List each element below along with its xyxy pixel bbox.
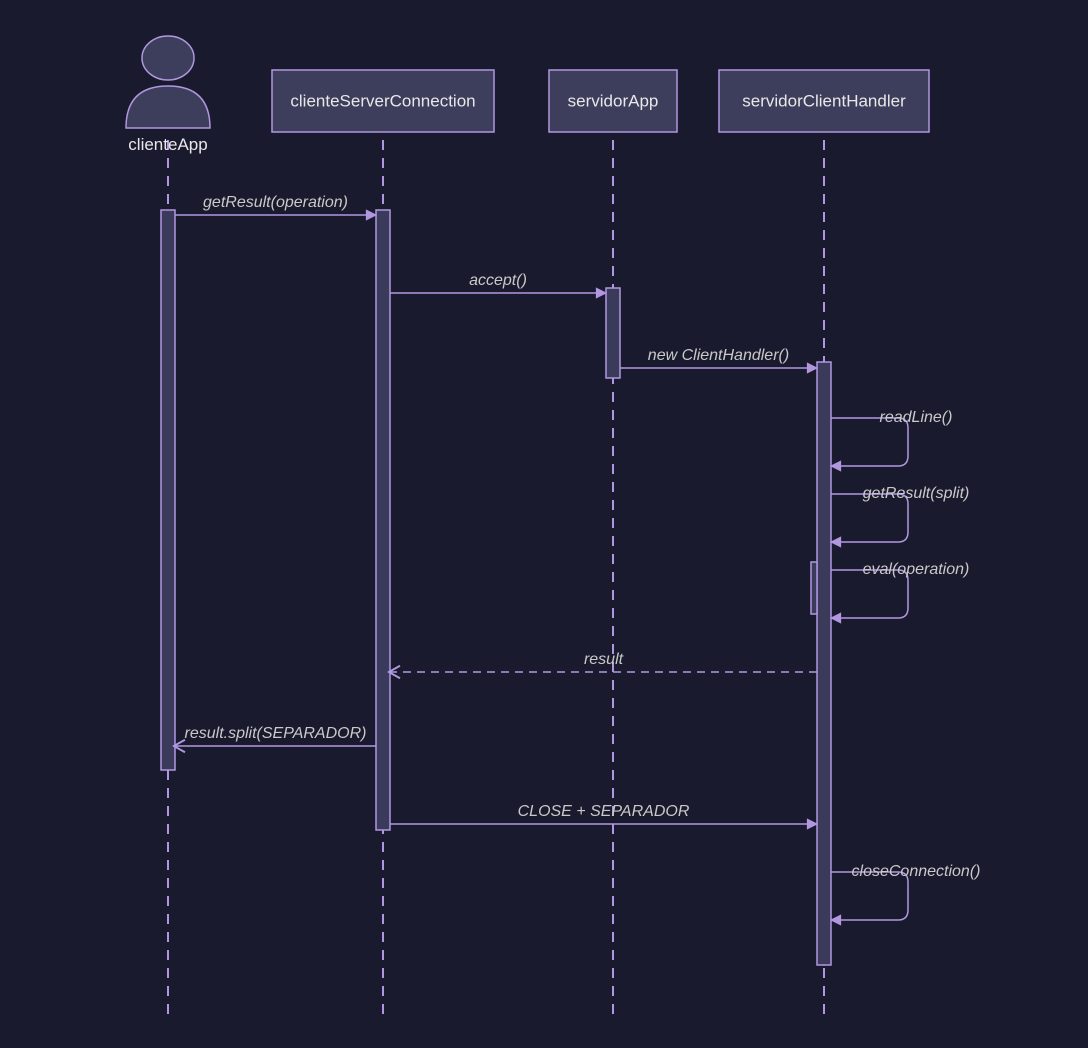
msg-label: eval(operation) (863, 561, 970, 578)
msg-label: result (584, 651, 624, 668)
actor-label: clienteApp (128, 135, 207, 154)
activation-csc (376, 210, 390, 830)
msg-label: closeConnection() (852, 863, 981, 880)
participant-label: servidorApp (568, 91, 659, 110)
msg-label: getResult(split) (863, 485, 970, 502)
msg-label: accept() (469, 272, 527, 289)
msg-label: result.split(SEPARADOR) (185, 725, 367, 742)
sequence-diagram: clienteApp clienteServerConnection servido… (0, 0, 1088, 1048)
activation-clienteApp (161, 210, 175, 770)
msg-label: readLine() (880, 409, 953, 426)
msg-label: new ClientHandler() (648, 347, 789, 364)
activation-sch (817, 362, 831, 965)
activation-sch (811, 562, 817, 614)
participant-label: clienteServerConnection (290, 91, 475, 110)
msg-label: getResult(operation) (203, 194, 348, 211)
msg-label: CLOSE + SEPARADOR (518, 803, 690, 820)
activation-servidorApp (606, 288, 620, 378)
participant-label: servidorClientHandler (742, 91, 906, 110)
